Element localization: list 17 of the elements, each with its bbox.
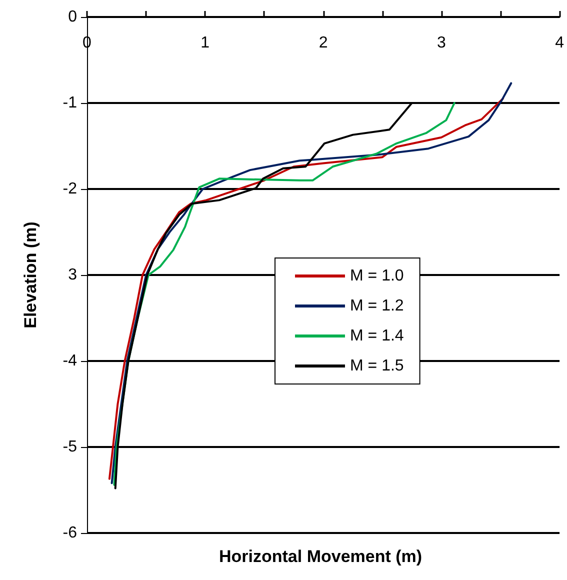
y-tick-label: 3 [68,266,78,284]
x-tick-label: 4 [555,34,564,52]
y-tick-label: -2 [62,180,78,198]
x-tick-label: 2 [318,34,328,52]
y-tick-label: -5 [62,438,78,456]
legend-label: M = 1.0 [350,268,404,284]
y-tick-label: -6 [62,524,78,542]
x-tick-label: 1 [200,34,210,52]
y-tick-label: -1 [62,94,78,112]
y-tick-label: -4 [62,352,78,370]
legend-label: M = 1.4 [350,328,404,344]
x-axis-title: Horizontal Movement (m) [219,547,422,566]
y-tick-label: 0 [68,8,78,26]
x-tick-label: 3 [436,34,446,52]
legend-label: M = 1.5 [350,358,404,374]
y-axis-title: Elevation (m) [21,222,40,328]
legend-label: M = 1.2 [350,298,404,314]
